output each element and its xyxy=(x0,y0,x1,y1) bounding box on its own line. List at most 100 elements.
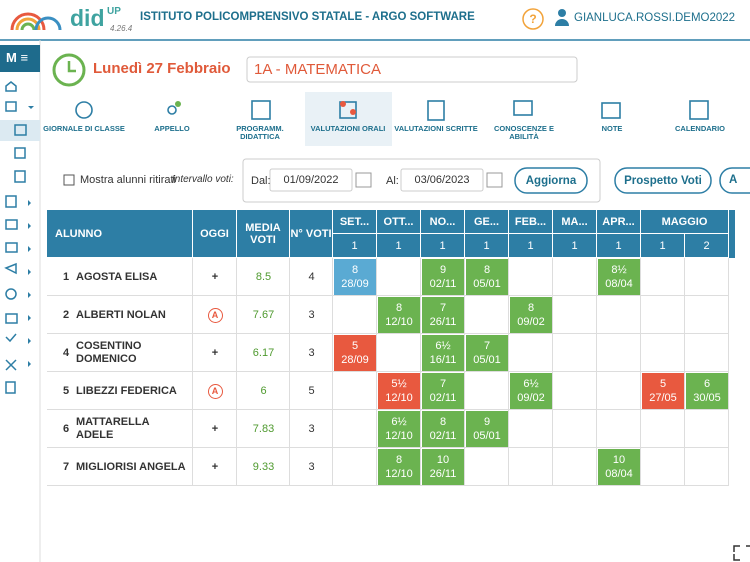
cell xyxy=(290,372,333,410)
today-mark: A xyxy=(207,383,223,399)
cell xyxy=(553,334,597,372)
menu-label: M xyxy=(6,50,17,65)
grade-grade: 10 xyxy=(436,454,450,466)
vote-count: 3 xyxy=(308,423,315,435)
grade[interactable]: 7 02/11 xyxy=(422,373,464,409)
cell xyxy=(193,296,237,334)
average: 6 xyxy=(260,385,267,397)
grade[interactable]: 7 26/11 xyxy=(422,297,464,333)
grade-date: 26/11 xyxy=(429,316,457,328)
cell xyxy=(641,410,685,448)
grade-date: 12/10 xyxy=(385,468,413,480)
grade[interactable]: 8 02/11 xyxy=(422,411,464,447)
class[interactable]: 1A - MATEMATICA xyxy=(254,61,381,78)
withdrawn-label: Mostra alunni ritirati xyxy=(80,174,176,186)
cell xyxy=(553,258,597,296)
grade-grade: 7 xyxy=(483,340,491,352)
cell xyxy=(377,296,421,334)
cell xyxy=(237,258,290,296)
cell xyxy=(333,410,377,448)
help-icon[interactable] xyxy=(522,8,544,30)
cell xyxy=(47,258,193,296)
grade[interactable]: 8 28/09 xyxy=(334,259,376,295)
cell xyxy=(290,334,333,372)
grade-grade: 8 xyxy=(351,264,359,276)
toolbar-item[interactable]: CALENDARIO xyxy=(675,124,725,133)
grade[interactable]: 5 28/09 xyxy=(334,335,376,371)
grade-date: 02/11 xyxy=(429,392,457,404)
cell xyxy=(237,334,290,372)
toolbar-item[interactable]: VALUTAZIONI SCRITTE xyxy=(394,124,478,133)
toolbar-item[interactable]: PROGRAMM. DIDATTICA xyxy=(236,124,284,141)
to-input[interactable]: 03/06/2023 xyxy=(414,174,470,186)
toolbar-item[interactable]: APPELLO xyxy=(154,124,190,133)
student-name: MIGLIORISI ANGELA xyxy=(76,460,186,473)
cell xyxy=(377,372,421,410)
grade-date: 28/09 xyxy=(341,354,369,366)
cell xyxy=(685,334,729,372)
average: 8.5 xyxy=(255,271,272,283)
grade[interactable]: 5 27/05 xyxy=(642,373,684,409)
cell xyxy=(333,334,377,372)
refresh-button[interactable]: Aggiorna xyxy=(525,174,577,187)
cell xyxy=(685,258,729,296)
vote-count: 5 xyxy=(308,385,315,397)
grade[interactable]: 5½ 12/10 xyxy=(378,373,420,409)
month-sub-header: 1 xyxy=(553,234,597,258)
cell xyxy=(465,372,509,410)
grade[interactable]: 9 02/11 xyxy=(422,259,464,295)
cell xyxy=(237,296,290,334)
version: 4.26.4 xyxy=(110,24,133,33)
grade[interactable]: 9 05/01 xyxy=(466,411,508,447)
grade[interactable]: 10 08/04 xyxy=(598,449,640,485)
cell xyxy=(377,258,421,296)
grade[interactable]: 7 05/01 xyxy=(466,335,508,371)
grade[interactable]: 8 09/02 xyxy=(510,297,552,333)
row-number: 6 xyxy=(63,423,70,435)
today: + xyxy=(193,258,237,296)
cell xyxy=(641,258,685,296)
grade-date: 26/11 xyxy=(429,468,457,480)
grade[interactable]: 8 12/10 xyxy=(378,297,420,333)
today: A xyxy=(193,296,237,334)
grade[interactable]: 6½ 16/11 xyxy=(422,335,464,371)
toolbar-item[interactable]: GIORNALE DI CLASSE xyxy=(43,124,125,133)
month-sub-header: 2 xyxy=(685,234,729,258)
grade-date: 09/02 xyxy=(517,392,545,404)
checkbox[interactable] xyxy=(63,174,75,186)
cell xyxy=(333,296,377,334)
app-name: did xyxy=(70,5,105,31)
grade-grade: 8 xyxy=(395,454,403,466)
grade-date: 05/01 xyxy=(473,430,501,442)
more-button[interactable]: A xyxy=(729,174,738,186)
toolbar-item[interactable]: VALUTAZIONI ORALI xyxy=(310,124,386,133)
summary-button[interactable]: Prospetto Voti xyxy=(624,174,702,187)
column-header: OGGI xyxy=(193,210,237,258)
grade[interactable]: 6 30/05 xyxy=(686,373,728,409)
average: 7.83 xyxy=(252,423,275,435)
grade-grade: 5 xyxy=(351,340,359,352)
grade[interactable]: 8½ 08/04 xyxy=(598,259,640,295)
from-input[interactable]: 01/09/2022 xyxy=(283,174,339,186)
cell xyxy=(377,334,421,372)
toolbar-item[interactable]: CONOSCENZE E ABILITÀ xyxy=(493,124,554,141)
help[interactable]: ? xyxy=(529,12,537,26)
to-label: Al: xyxy=(386,175,399,187)
cell xyxy=(290,448,333,486)
month-sub-header: 1 xyxy=(421,234,465,258)
menu[interactable]: M ≡ xyxy=(6,50,29,65)
month-header: FEB... xyxy=(509,210,553,234)
cell xyxy=(465,296,509,334)
grade[interactable]: 6½ 12/10 xyxy=(378,411,420,447)
grade[interactable]: 10 26/11 xyxy=(422,449,464,485)
grade[interactable]: 8 05/01 xyxy=(466,259,508,295)
school: ISTITUTO POLICOMPRENSIVO STATALE - ARGO … xyxy=(140,11,475,23)
student-name: AGOSTA ELISA xyxy=(76,270,158,283)
grade[interactable]: 6½ 09/02 xyxy=(510,373,552,409)
grade-date: 27/05 xyxy=(649,392,677,404)
toolbar-item[interactable]: NOTE xyxy=(601,124,623,133)
month-sub-header: 1 xyxy=(465,234,509,258)
today: A xyxy=(193,372,237,410)
grade[interactable]: 8 12/10 xyxy=(378,449,420,485)
user[interactable]: GIANLUCA.ROSSI.DEMO2022 xyxy=(574,12,736,24)
